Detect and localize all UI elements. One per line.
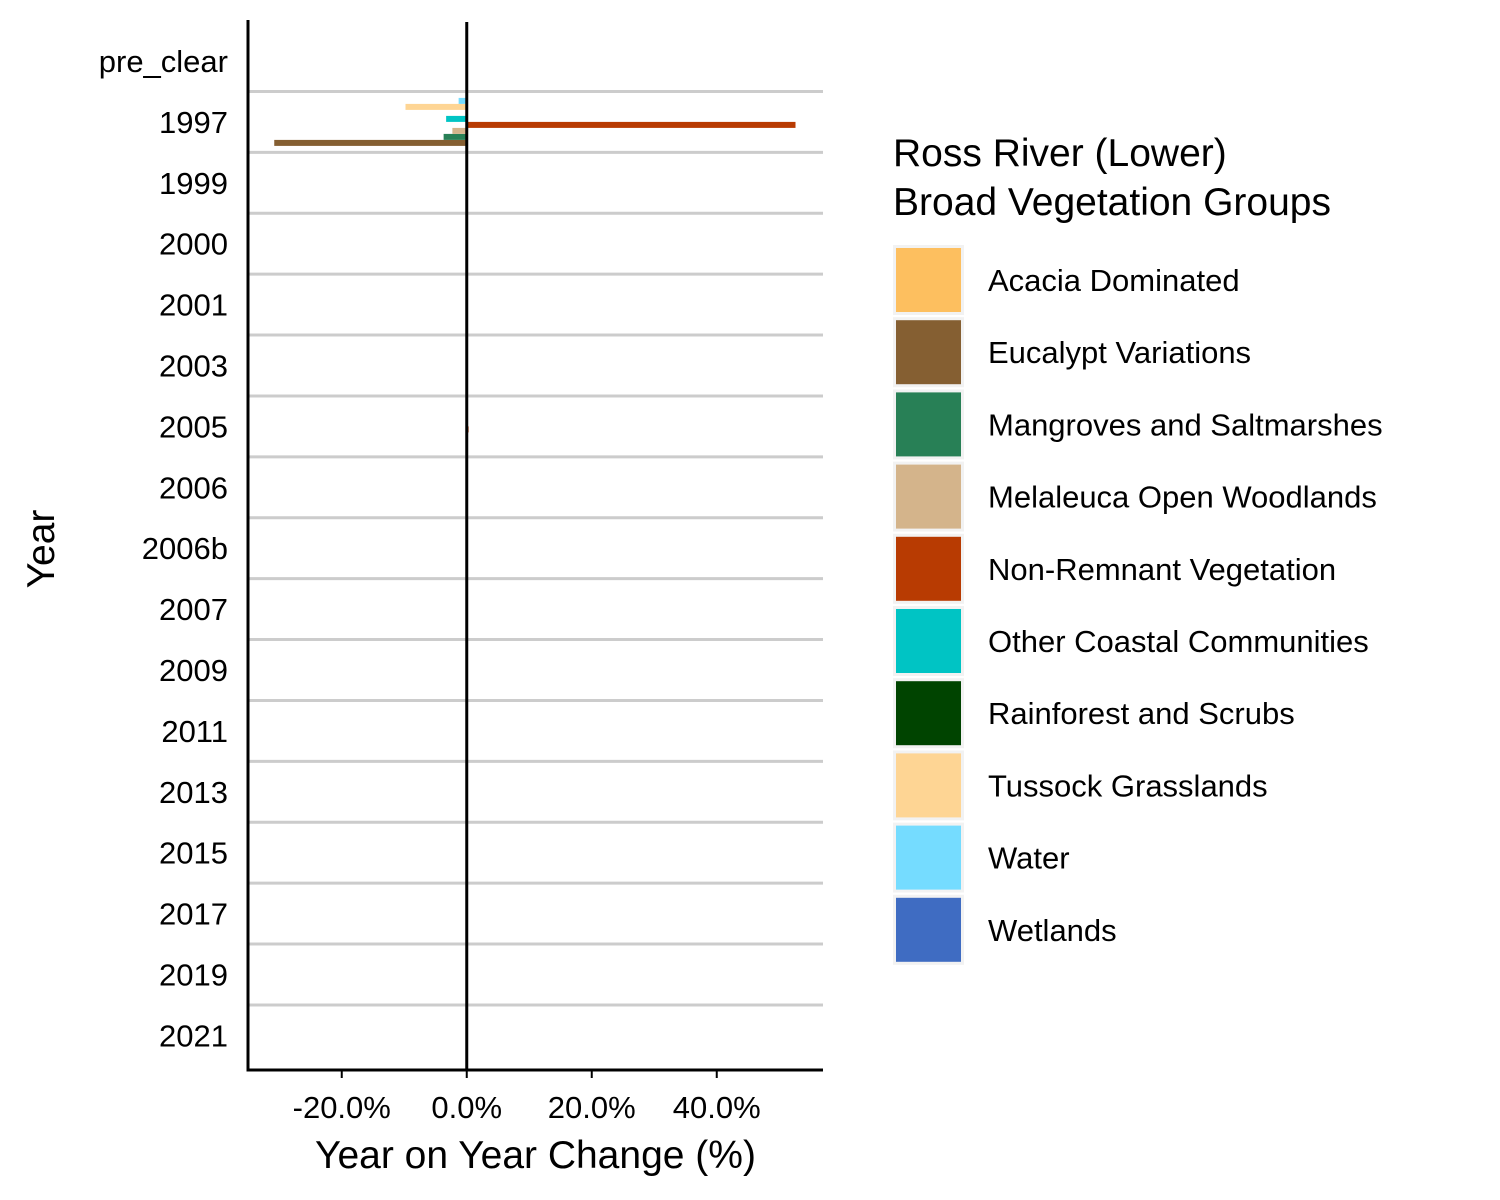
y-tick-label: 1999 (159, 166, 228, 201)
bar-1997-non-remnant-vegetation (466, 121, 796, 128)
y-tick-label: 2009 (159, 653, 228, 688)
y-tick-label: 2006 (159, 470, 228, 505)
gridlines (248, 89, 823, 1007)
legend-label: Wetlands (988, 913, 1117, 948)
legend-swatch (896, 320, 961, 385)
legend-swatch (896, 897, 961, 962)
y-tick-label: 2000 (159, 227, 228, 262)
x-tick-label: 0.0% (431, 1090, 502, 1125)
legend-label: Eucalypt Variations (988, 335, 1251, 370)
y-tick-label: 2019 (159, 958, 228, 993)
bar-1997-mangroves-and-saltmarshes (443, 133, 467, 140)
legend-label: Tussock Grasslands (988, 768, 1268, 803)
legend-label: Melaleuca Open Woodlands (988, 480, 1377, 515)
bar-1997-tussock-grasslands (405, 103, 467, 110)
legend-title-line-2: Broad Vegetation Groups (893, 181, 1331, 224)
x-tick-label: 40.0% (673, 1090, 761, 1125)
legend-label: Acacia Dominated (988, 263, 1240, 298)
x-axis-title: Year on Year Change (%) (315, 1134, 756, 1177)
bar-1997-melaleuca-open-woodlands (452, 127, 467, 134)
y-tick-label: 1997 (159, 105, 228, 140)
legend-swatch (896, 609, 961, 673)
x-tick-label: -20.0% (293, 1090, 391, 1125)
bar-1997-other-coastal-communities (446, 115, 467, 122)
legend-label: Water (988, 841, 1070, 876)
legend-swatch (896, 464, 961, 529)
y-tick-label: pre_clear (99, 44, 228, 79)
legend-label: Rainforest and Scrubs (988, 696, 1295, 731)
y-tick-label: 2011 (161, 714, 228, 749)
legend-swatch (896, 248, 961, 312)
legend-swatch (896, 753, 961, 818)
legend-label: Mangroves and Saltmarshes (988, 407, 1383, 442)
legend-swatch (896, 392, 961, 457)
x-axis-ticks: -20.0% 0.0% 20.0% 40.0% (293, 1070, 761, 1125)
legend-title-line-1: Ross River (Lower) (893, 132, 1227, 175)
y-axis-ticks: pre_clear 1997 1999 2000 2001 2003 2005 2006 200… (99, 44, 228, 1053)
bar-1997-water (458, 97, 467, 104)
legend-swatch (896, 681, 961, 746)
bar-1997-eucalypt-variations (274, 139, 467, 146)
y-tick-label: 2006b (142, 531, 228, 566)
legend-swatch (896, 536, 961, 601)
y-axis-title: Year (20, 510, 63, 589)
x-tick-label: 20.0% (548, 1090, 636, 1125)
legend-items: Acacia Dominated Eucalypt Variations Mangr… (893, 245, 1383, 965)
legend-label: Non-Remnant Vegetation (988, 552, 1336, 587)
legend-label: Other Coastal Communities (988, 624, 1369, 659)
y-tick-label: 2015 (159, 836, 228, 871)
y-tick-label: 2017 (159, 897, 228, 932)
bars (274, 97, 796, 433)
y-tick-label: 2005 (159, 409, 228, 444)
y-tick-label: 2007 (159, 592, 228, 627)
y-tick-label: 2003 (159, 349, 228, 384)
y-tick-label: 2021 (159, 1018, 228, 1053)
legend: Ross River (Lower) Broad Vegetation Grou… (893, 132, 1383, 965)
y-tick-label: 2001 (159, 288, 228, 323)
y-tick-label: 2013 (159, 775, 228, 810)
legend-swatch (896, 825, 961, 890)
